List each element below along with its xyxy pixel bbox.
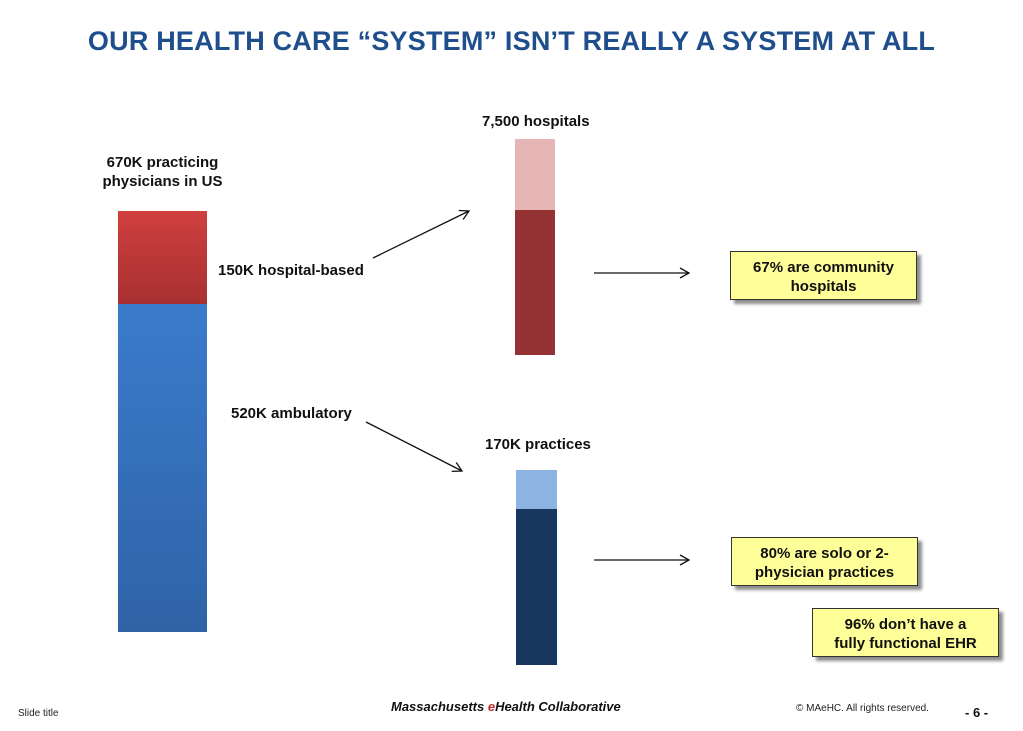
practices-label: 170K practices bbox=[485, 436, 591, 453]
small-practices-callout: 80% are solo or 2- physician practices bbox=[731, 537, 918, 586]
small-practices-callout-line2: physician practices bbox=[754, 564, 895, 581]
physicians-total-label-line2: physicians in US bbox=[102, 173, 223, 190]
ehr-callout: 96% don’t have a fully functional EHR bbox=[812, 608, 999, 657]
community-callout-line1: 67% are community bbox=[753, 259, 894, 276]
physicians-total-label-line1: 670K practicing bbox=[106, 154, 219, 171]
ambulatory-physicians-segment bbox=[118, 304, 207, 632]
ambulatory-label: 520K ambulatory bbox=[231, 405, 352, 422]
organization-name: Massachusetts eHealth Collaborative bbox=[391, 699, 621, 714]
physicians-total-label: 670K practicing physicians in US bbox=[80, 153, 245, 191]
practices-bar bbox=[516, 470, 557, 665]
community-callout-line2: hospitals bbox=[790, 278, 857, 295]
small-practices-segment bbox=[516, 509, 557, 665]
arrow-to-hospitals bbox=[372, 209, 471, 259]
community-hospitals-callout: 67% are community hospitals bbox=[730, 251, 917, 300]
org-e: e bbox=[487, 699, 496, 714]
ehr-callout-line1: 96% don’t have a bbox=[844, 616, 967, 633]
hospitals-bar bbox=[515, 139, 555, 355]
small-practices-callout-line1: 80% are solo or 2- bbox=[760, 545, 889, 562]
hospital-based-physicians-segment bbox=[118, 211, 207, 304]
org-prefix: Massachusetts bbox=[391, 699, 488, 714]
other-hospitals-segment bbox=[515, 139, 555, 210]
hospital-based-label: 150K hospital-based bbox=[218, 262, 364, 279]
slide-title-footer: Slide title bbox=[18, 708, 59, 719]
page-number: - 6 - bbox=[965, 705, 989, 720]
copyright: © MAeHC. All rights reserved. bbox=[796, 703, 929, 714]
other-practices-segment bbox=[516, 470, 557, 509]
page-title: OUR HEALTH CARE “SYSTEM” ISN’T REALLY A … bbox=[87, 26, 936, 56]
hospitals-label: 7,500 hospitals bbox=[482, 113, 590, 130]
community-hospitals-segment bbox=[515, 210, 555, 355]
ehr-callout-line2: fully functional EHR bbox=[834, 635, 977, 652]
org-suffix: Health Collaborative bbox=[495, 699, 621, 714]
arrow-to-practices bbox=[365, 421, 464, 473]
